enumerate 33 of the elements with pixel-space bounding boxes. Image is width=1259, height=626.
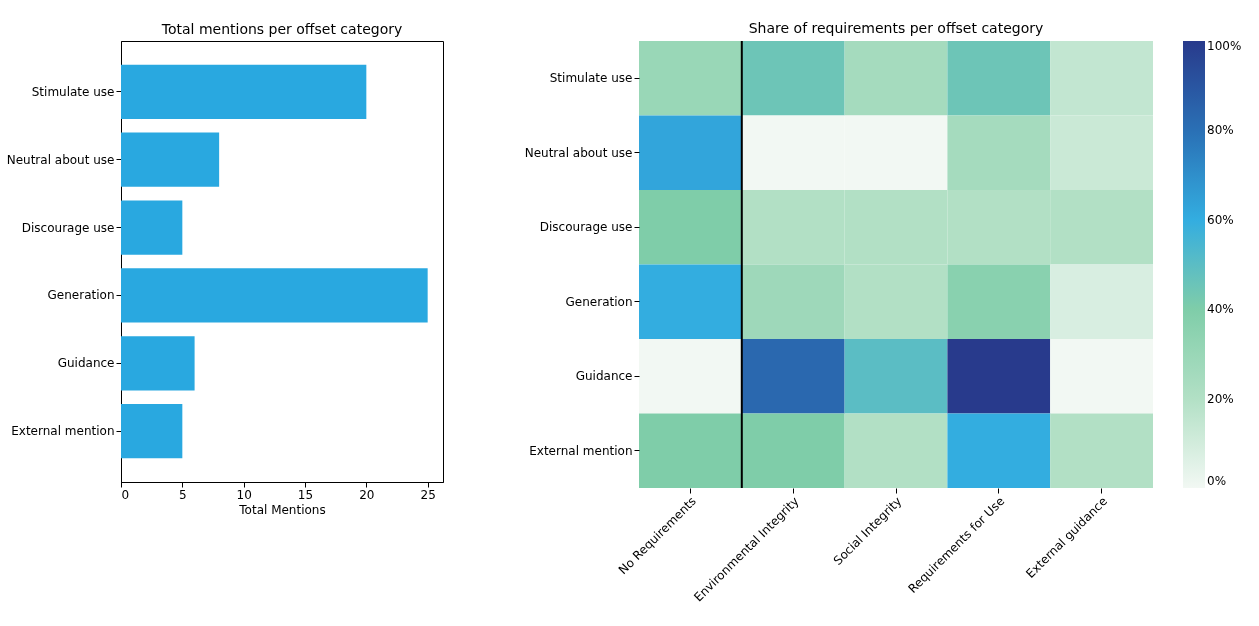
chart-title: Total mentions per offset category [160, 21, 403, 37]
color-bar-label: 0% [1207, 474, 1227, 488]
bar [121, 268, 428, 323]
bar [121, 64, 367, 120]
x-tick-label: 10 [236, 487, 252, 502]
y-tick-label: Generation [565, 294, 633, 309]
x-tick-label: 25 [420, 487, 436, 502]
x-tick-label: 5 [179, 487, 187, 502]
y-tick-label: External mention [529, 443, 633, 458]
color-bar-label: 40% [1207, 302, 1234, 317]
y-tick-label: Discourage use [21, 220, 115, 235]
color-bar-label: 20% [1207, 391, 1234, 406]
bar [121, 132, 220, 187]
y-tick-label: Stimulate use [549, 71, 633, 86]
chart-title: Share of requirements per offset category [748, 20, 1044, 36]
x-axis-title: Total Mentions [238, 502, 326, 517]
y-tick-label: Stimulate use [31, 84, 115, 99]
color-bar-label: 80% [1207, 123, 1234, 138]
y-tick-label: Generation [47, 288, 115, 303]
bar [121, 200, 183, 255]
y-tick-label: Neutral about use [6, 152, 115, 167]
color-bar-label: 100% [1207, 39, 1242, 53]
color-bar-label: 60% [1207, 212, 1234, 227]
y-tick-label: Neutral about use [524, 145, 633, 160]
x-tick-label: 15 [297, 487, 314, 502]
y-tick-label: Discourage use [539, 220, 633, 235]
y-tick-label: External mention [11, 424, 115, 439]
x-tick-label: 20 [359, 487, 375, 502]
y-tick-label: Guidance [57, 356, 115, 371]
x-tick-label: 0 [121, 487, 130, 502]
y-tick-label: Guidance [575, 369, 633, 384]
bar [121, 336, 195, 391]
bar [121, 403, 183, 459]
